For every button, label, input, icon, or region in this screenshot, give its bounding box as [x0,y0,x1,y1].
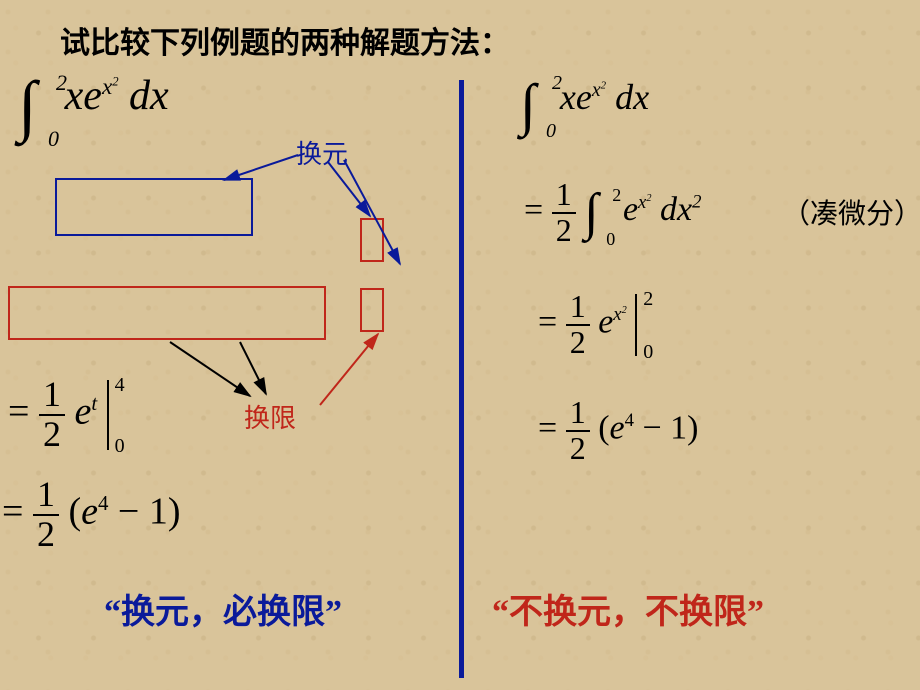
vertical-divider [459,80,464,678]
red-box-s2 [360,288,384,332]
blue-box [55,178,253,236]
heading: 试比较下列例题的两种解题方法： [60,18,510,62]
label-huanyuan: 换元 [296,134,348,171]
label-huanxian: 换限 [244,398,296,435]
right-result: = 12 (e4 − 1) [538,396,698,465]
red-box-big [8,286,326,340]
bottom-right-conclusion: “不换元，不换限” [492,584,764,633]
bottom-left-conclusion: “换元，必换限” [104,584,342,633]
right-step2: = 12 ∫ 2 0 ex2 dx2 [524,178,701,247]
left-eval-line: = 12 et 40 [8,376,119,454]
red-box-s1 [360,218,384,262]
note-coumicrofen: （凑微分） [782,192,920,232]
right-step3: = 12 ex2 20 [538,290,647,359]
right-integral: ∫ 2 0 xex2 dx [520,76,649,129]
left-integral: ∫ 2 0 xex2 dx [18,72,169,133]
left-result-line: = 12 (e4 − 1) [2,476,181,554]
